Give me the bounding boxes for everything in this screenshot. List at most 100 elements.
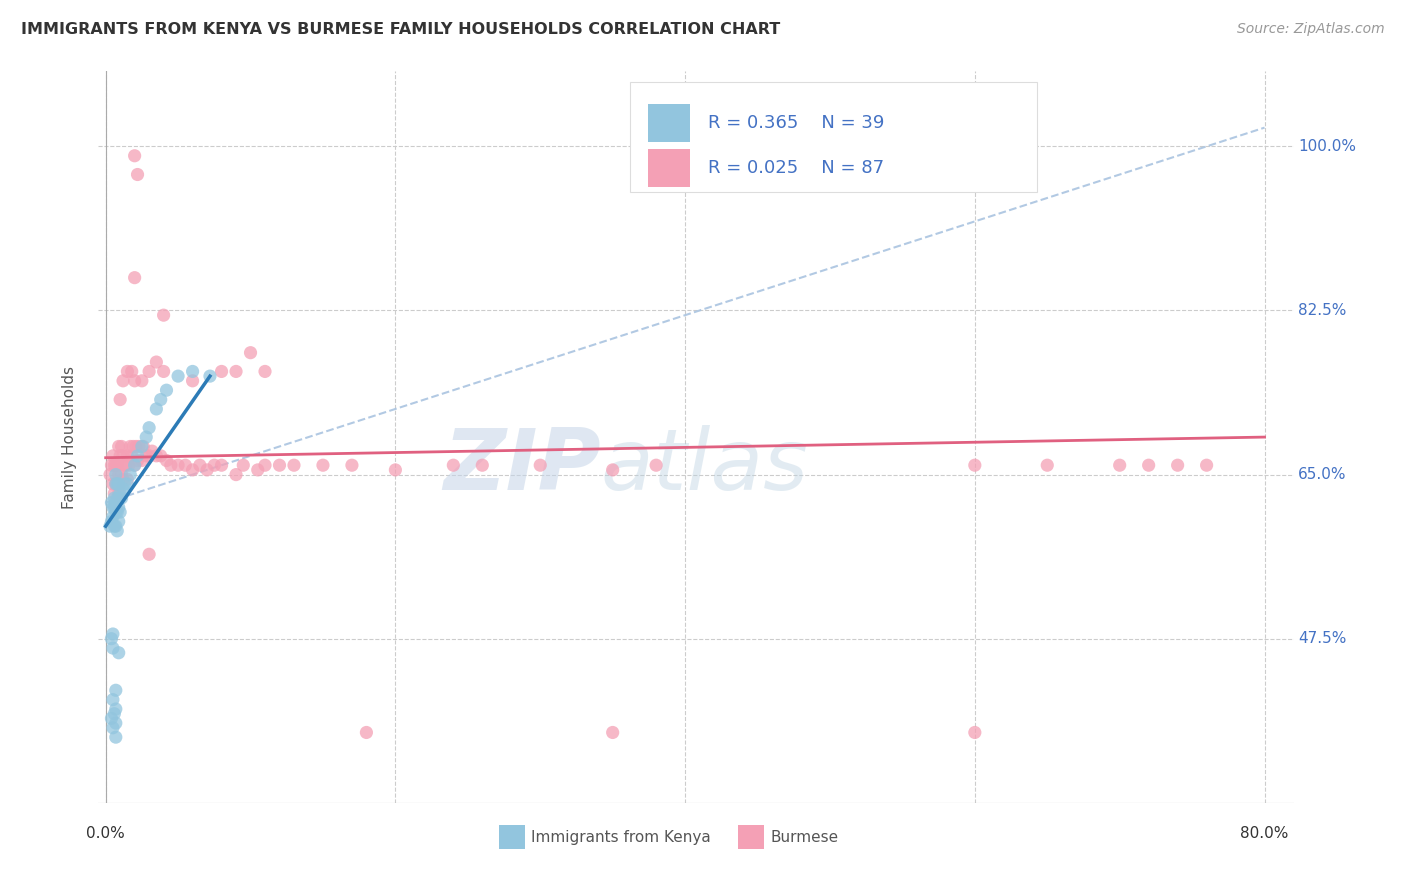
Point xyxy=(141,444,163,458)
Point xyxy=(112,449,135,463)
Point xyxy=(105,524,128,538)
Text: 0.0%: 0.0% xyxy=(86,826,125,841)
Point xyxy=(181,364,204,378)
Point xyxy=(167,369,190,384)
Point xyxy=(188,458,211,473)
Point xyxy=(138,420,160,434)
Bar xyxy=(499,825,524,849)
Point xyxy=(103,458,125,473)
Point xyxy=(100,711,122,725)
Point xyxy=(1108,458,1130,473)
Point xyxy=(1167,458,1189,473)
Point xyxy=(112,482,135,496)
Point xyxy=(138,364,160,378)
Point xyxy=(246,463,269,477)
Text: atlas: atlas xyxy=(600,425,808,508)
Point xyxy=(101,500,124,515)
Point xyxy=(181,463,204,477)
Point xyxy=(110,467,132,482)
Point xyxy=(104,496,127,510)
Point xyxy=(101,449,124,463)
Point xyxy=(107,467,129,482)
Point xyxy=(107,486,129,500)
Point xyxy=(127,449,149,463)
Point xyxy=(108,449,131,463)
Point xyxy=(225,467,247,482)
Point xyxy=(100,496,122,510)
Point xyxy=(128,440,150,454)
Point xyxy=(107,515,129,529)
Point xyxy=(198,369,221,384)
Bar xyxy=(738,825,763,849)
Point xyxy=(131,440,153,454)
Point xyxy=(963,458,986,473)
Text: IMMIGRANTS FROM KENYA VS BURMESE FAMILY HOUSEHOLDS CORRELATION CHART: IMMIGRANTS FROM KENYA VS BURMESE FAMILY … xyxy=(21,22,780,37)
Point xyxy=(105,477,128,491)
Point xyxy=(103,706,125,721)
Point xyxy=(174,458,197,473)
Point xyxy=(124,374,146,388)
Point xyxy=(269,458,291,473)
Point xyxy=(108,505,131,519)
Point xyxy=(155,383,177,397)
Point xyxy=(104,477,127,491)
Point xyxy=(104,467,127,482)
Point xyxy=(124,458,146,473)
Point xyxy=(232,458,254,473)
Point xyxy=(114,477,136,491)
Point xyxy=(104,702,127,716)
Point xyxy=(135,449,157,463)
Point xyxy=(645,458,668,473)
Point xyxy=(105,458,128,473)
Point xyxy=(115,458,138,473)
Point xyxy=(441,458,464,473)
Point xyxy=(117,364,139,378)
Point xyxy=(152,308,174,322)
Point xyxy=(107,440,129,454)
FancyBboxPatch shape xyxy=(630,82,1036,192)
Point xyxy=(121,364,143,378)
Point xyxy=(1036,458,1059,473)
Point xyxy=(100,458,122,473)
Point xyxy=(104,458,127,473)
Point xyxy=(195,463,218,477)
Point xyxy=(239,345,262,359)
Text: Source: ZipAtlas.com: Source: ZipAtlas.com xyxy=(1237,22,1385,37)
Point xyxy=(145,355,167,369)
Point xyxy=(103,519,125,533)
Point xyxy=(118,458,141,473)
Point xyxy=(152,364,174,378)
Point xyxy=(602,725,624,739)
Point xyxy=(105,491,128,505)
Point xyxy=(1195,458,1218,473)
Point xyxy=(108,486,131,500)
Point xyxy=(104,505,127,519)
Point xyxy=(101,477,124,491)
Point xyxy=(356,725,378,739)
Point xyxy=(1137,458,1160,473)
Text: R = 0.025    N = 87: R = 0.025 N = 87 xyxy=(709,159,884,177)
Point xyxy=(138,547,160,561)
Point xyxy=(117,472,139,486)
Point xyxy=(211,364,233,378)
Point xyxy=(105,477,128,491)
Point xyxy=(108,392,131,407)
Point xyxy=(963,725,986,739)
Point xyxy=(98,519,121,533)
Point xyxy=(98,467,121,482)
Point xyxy=(529,458,551,473)
Point xyxy=(100,515,122,529)
Point xyxy=(155,453,177,467)
Point xyxy=(112,374,135,388)
Point xyxy=(110,440,132,454)
Point xyxy=(110,491,132,505)
Text: R = 0.365    N = 39: R = 0.365 N = 39 xyxy=(709,114,884,132)
Point xyxy=(181,374,204,388)
Point xyxy=(107,491,129,505)
Point xyxy=(101,692,124,706)
Point xyxy=(471,458,494,473)
Point xyxy=(104,730,127,744)
Point xyxy=(108,477,131,491)
Text: 47.5%: 47.5% xyxy=(1298,632,1346,646)
Text: ZIP: ZIP xyxy=(443,425,600,508)
